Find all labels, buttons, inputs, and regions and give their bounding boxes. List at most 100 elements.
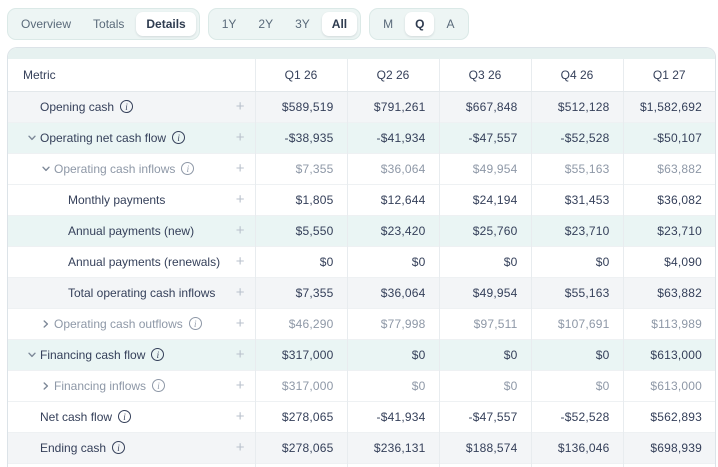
cell-value: $188,574	[438, 431, 531, 463]
chevron-down-icon[interactable]	[24, 350, 40, 360]
cell-value: $23,710	[530, 214, 623, 246]
add-row-button[interactable]: +	[235, 346, 245, 363]
period-tab-m[interactable]: M	[373, 12, 403, 36]
cell-value: -$52,528	[530, 400, 623, 432]
cash-flow-table: Metric Q1 26 Q2 26 Q3 26 Q4 26 Q1 27 Opening…	[8, 59, 715, 467]
cell-value: $24,194	[438, 183, 531, 215]
info-icon[interactable]: i	[188, 317, 202, 330]
metric-label: Financing cash flow	[40, 347, 146, 362]
cell-value: $0	[346, 338, 439, 370]
cell-value: $36,064	[346, 276, 439, 308]
table-row-operating-cash-inflows: Operating cash inflows i + $7,355 $36,064 $49…	[8, 152, 715, 184]
cell-value: $23,420	[346, 214, 439, 246]
table-header-row: Metric Q1 26 Q2 26 Q3 26 Q4 26 Q1 27	[8, 59, 715, 92]
cash-flow-table-card: Metric Q1 26 Q2 26 Q3 26 Q4 26 Q1 27 Opening…	[7, 47, 716, 467]
metric-column-header: Metric	[8, 59, 255, 92]
metric-cell: Operating net cash flow i +	[8, 121, 255, 153]
cell-value: $0	[346, 245, 439, 277]
metric-label: Annual payments (renewals)	[68, 254, 221, 269]
cell-value: $317,000	[254, 369, 347, 401]
add-row-button[interactable]: +	[235, 284, 245, 301]
cell-value: $31,453	[530, 183, 623, 215]
metric-cell: Ending cash i +	[8, 431, 255, 463]
cell-value: $55,163	[530, 152, 623, 184]
metric-cell: Opening cash i +	[8, 91, 255, 122]
table-row-financing-inflows: Financing inflows i + $317,000 $0 $0 $0 $613,00…	[8, 369, 715, 401]
cell-value: $25,760	[438, 214, 531, 246]
add-row-button[interactable]: +	[235, 439, 245, 456]
add-row-button[interactable]: +	[235, 98, 245, 115]
add-row-button[interactable]: +	[235, 191, 245, 208]
view-tab-overview[interactable]: Overview	[11, 12, 81, 36]
add-row-button[interactable]: +	[235, 315, 245, 332]
range-tabs: 1Y 2Y 3Y All	[207, 8, 362, 40]
info-icon[interactable]: i	[120, 100, 134, 113]
chevron-down-icon[interactable]	[24, 133, 40, 143]
cell-value: $589,519	[254, 91, 347, 122]
view-tab-details[interactable]: Details	[136, 12, 196, 36]
cell-value: $36,064	[346, 152, 439, 184]
table-row-annual-payments-new: Annual payments (new)i+$5,550$23,420$25,…	[8, 214, 715, 246]
cell-value: $113,989	[622, 307, 715, 339]
cell-value: $5,550	[254, 214, 347, 246]
chevron-right-icon[interactable]	[38, 381, 54, 391]
cell-value: $613,000	[622, 369, 715, 401]
metric-label: Operating cash inflows	[54, 161, 176, 176]
cell-value: $0	[438, 369, 531, 401]
cell-value: $12,644	[346, 183, 439, 215]
info-icon[interactable]: i	[118, 410, 132, 423]
cell-value: $36,082	[622, 183, 715, 215]
info-icon[interactable]: i	[151, 348, 165, 361]
info-icon[interactable]: i	[172, 131, 186, 144]
add-row-button[interactable]: +	[235, 222, 245, 239]
cell-value: $63,882	[622, 276, 715, 308]
metric-cell: Operating cash outflows i +	[8, 307, 255, 339]
table-row-annual-payments-renewals: Annual payments (renewals)i+$0$0$0$0$4,0…	[8, 245, 715, 277]
cell-value: $791,261	[346, 91, 439, 122]
range-tab-1y[interactable]: 1Y	[212, 12, 247, 36]
cell-value: $4,090	[622, 245, 715, 277]
cell-value: $7,355	[254, 152, 347, 184]
cell-value: -$41,934	[346, 121, 439, 153]
metric-label: Ending cash	[40, 440, 107, 455]
cell-value: $1,582,692	[622, 91, 715, 122]
metric-cell: Monthly paymentsi+	[8, 183, 255, 215]
column-header-q1-27: Q1 27	[622, 59, 715, 92]
table-row-financing-cash-flow: Financing cash flow i + $317,000 $0 $0 $0 $613,…	[8, 338, 715, 370]
cell-value: $49,954	[438, 276, 531, 308]
cell-value: $317,000	[254, 338, 347, 370]
add-row-button[interactable]: +	[235, 160, 245, 177]
metric-label: Operating net cash flow	[40, 130, 167, 145]
cell-value: $0	[438, 245, 531, 277]
range-tab-2y[interactable]: 2Y	[248, 12, 283, 36]
cell-value: -$47,557	[438, 121, 531, 153]
cell-value: $667,848	[438, 91, 531, 122]
partial-next-row	[8, 462, 715, 467]
period-tab-q[interactable]: Q	[405, 12, 435, 36]
chevron-down-icon[interactable]	[38, 164, 54, 174]
column-header-q4-26: Q4 26	[530, 59, 623, 92]
info-icon[interactable]: i	[152, 379, 166, 392]
cell-value: $278,065	[254, 431, 347, 463]
info-icon[interactable]: i	[181, 162, 195, 175]
add-row-button[interactable]: +	[235, 253, 245, 270]
range-tab-all[interactable]: All	[321, 12, 358, 36]
metric-label: Total operating cash inflows	[68, 285, 216, 300]
metric-label: Opening cash	[40, 99, 115, 114]
metric-label: Monthly payments	[68, 192, 166, 207]
chevron-right-icon[interactable]	[38, 319, 54, 329]
add-row-button[interactable]: +	[235, 408, 245, 425]
period-tab-a[interactable]: A	[436, 12, 464, 36]
range-tab-3y[interactable]: 3Y	[285, 12, 320, 36]
info-icon[interactable]: i	[112, 441, 126, 454]
add-row-button[interactable]: +	[235, 377, 245, 394]
view-tab-totals[interactable]: Totals	[83, 12, 134, 36]
cell-value: -$38,935	[254, 121, 347, 153]
add-row-button[interactable]: +	[235, 129, 245, 146]
metric-label: Net cash flow	[40, 409, 113, 424]
column-header-q3-26: Q3 26	[438, 59, 531, 92]
metric-cell: Annual payments (renewals)i+	[8, 245, 255, 277]
